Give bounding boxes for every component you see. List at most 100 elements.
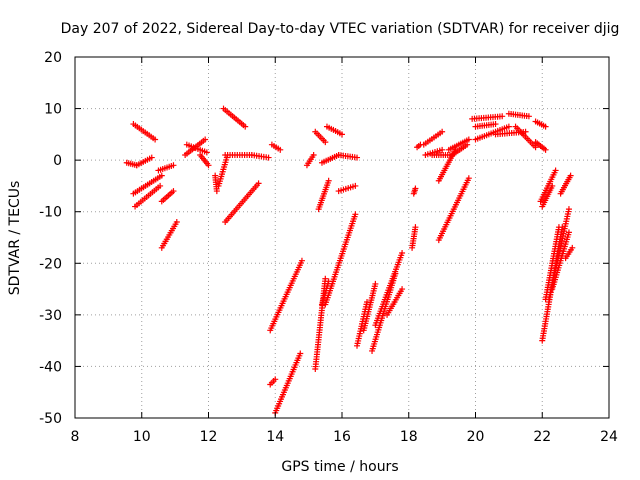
data-point	[525, 113, 532, 120]
data-point	[170, 188, 177, 195]
data-series	[420, 128, 446, 148]
data-series	[158, 188, 177, 205]
data-series	[410, 185, 419, 197]
data-point	[148, 154, 155, 161]
data-point	[325, 278, 332, 285]
data-point	[322, 139, 329, 146]
data-series	[132, 182, 164, 210]
data-point	[532, 144, 539, 151]
y-tick-label: 0	[53, 153, 62, 169]
x-tick-label: 20	[467, 429, 485, 445]
data-series	[268, 141, 284, 153]
data-point	[277, 146, 284, 153]
data-series	[267, 257, 305, 334]
data-series	[312, 128, 329, 146]
data-series	[409, 224, 419, 251]
data-point	[412, 185, 419, 192]
data-point	[352, 182, 359, 189]
data-point	[465, 136, 472, 143]
data-series	[130, 172, 165, 197]
data-series	[360, 280, 379, 334]
data-series	[562, 244, 576, 262]
data-point	[465, 175, 472, 182]
y-tick-label: -50	[39, 411, 62, 427]
data-series	[318, 278, 332, 308]
y-tick-label: -30	[39, 308, 62, 324]
data-point	[157, 182, 164, 189]
data-point	[399, 286, 406, 293]
data-point	[339, 131, 345, 138]
data-point	[542, 123, 549, 130]
data-point	[505, 123, 512, 130]
data-series	[472, 121, 499, 130]
data-series	[267, 376, 279, 388]
y-tick-label: 20	[44, 50, 62, 66]
y-tick-label: -20	[39, 256, 62, 272]
data-point	[439, 128, 446, 135]
data-series	[158, 219, 180, 251]
data-series	[303, 151, 317, 169]
data-point	[569, 244, 576, 251]
data-series	[197, 151, 212, 169]
data-series	[542, 224, 562, 303]
axis-ticks: 8 10 12 14 16 18 20 22 24 -50 -40 -30 -20 -10 0 10 20	[39, 50, 618, 445]
data-series	[414, 141, 424, 151]
x-tick-label: 14	[266, 429, 284, 445]
data-series	[435, 175, 472, 244]
data-series	[512, 123, 539, 151]
data-point	[412, 224, 419, 231]
x-axis-label: GPS time / hours	[281, 459, 398, 475]
data-series	[539, 182, 556, 210]
data-point	[310, 151, 317, 158]
data-series	[183, 141, 210, 156]
data-series	[537, 167, 559, 205]
data-point	[265, 154, 272, 161]
x-tick-label: 16	[333, 429, 351, 445]
x-tick-label: 18	[400, 429, 418, 445]
x-tick-label: 10	[133, 429, 151, 445]
data-point	[399, 249, 406, 256]
data-point	[464, 141, 471, 148]
data-point	[552, 167, 559, 174]
data-point	[354, 154, 361, 161]
data-point	[152, 136, 159, 143]
data-point	[522, 128, 529, 135]
data-point	[565, 229, 572, 236]
data-series	[532, 118, 549, 130]
data-point	[555, 224, 562, 231]
y-tick-label: 10	[44, 102, 62, 118]
y-axis-label: SDTVAR / TECUs	[7, 181, 23, 296]
data-series	[272, 350, 304, 416]
data-point	[297, 350, 304, 357]
data-point	[499, 113, 506, 120]
data-series	[222, 180, 262, 226]
x-tick-label: 22	[533, 429, 551, 445]
data-series	[133, 154, 155, 169]
data-marks	[123, 105, 576, 416]
x-tick-label: 8	[71, 429, 80, 445]
data-point	[205, 162, 212, 169]
data-series	[335, 182, 359, 195]
data-series	[130, 121, 159, 143]
data-point	[439, 146, 446, 153]
data-series	[449, 141, 471, 158]
data-series	[472, 123, 512, 143]
data-point	[202, 136, 209, 143]
data-point	[298, 257, 305, 264]
data-point	[565, 206, 572, 213]
y-tick-label: -10	[39, 205, 62, 221]
data-series	[335, 151, 361, 161]
data-point	[325, 177, 332, 184]
data-series	[155, 162, 177, 174]
data-series	[215, 154, 230, 189]
data-point	[242, 123, 249, 130]
data-series	[220, 105, 249, 130]
data-series	[315, 177, 332, 213]
data-point	[492, 121, 499, 128]
data-series	[469, 113, 506, 122]
chart-title: Day 207 of 2022, Sidereal Day-to-day VTE…	[61, 21, 620, 37]
y-tick-label: -40	[39, 359, 62, 375]
data-point	[542, 146, 549, 153]
data-series	[557, 172, 574, 197]
